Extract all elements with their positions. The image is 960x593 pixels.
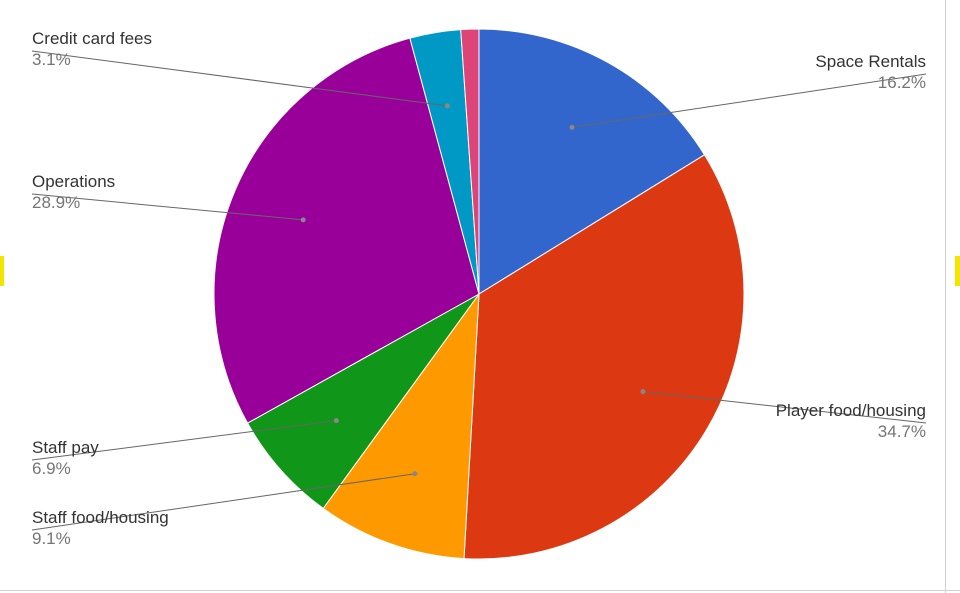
leader-dot [569, 124, 575, 130]
slice-percent-label: 28.9% [32, 193, 80, 212]
pie-slice-space-rentals [478, 28, 706, 295]
pie-slice-staff-food-housing [322, 292, 480, 560]
slice-percent-label: 16.2% [878, 73, 926, 92]
slice-percent-label: 6.9% [32, 459, 71, 478]
slice-percent-label: 9.1% [32, 529, 71, 548]
slice-label: Credit card fees [32, 29, 152, 48]
leader-line [571, 73, 927, 128]
sheet-selection-marker [955, 256, 960, 286]
pie-slice-staff-pay [246, 293, 480, 510]
sheet-grid-line [945, 0, 946, 593]
slice-percent-label: 34.7% [878, 422, 926, 441]
slice-label: Space Rentals [815, 52, 926, 71]
pie-slice-player-food-housing [463, 154, 745, 560]
leader-line [642, 391, 927, 424]
slice-label: Operations [32, 172, 115, 191]
pie-slice-operations [213, 37, 480, 424]
leader-dot [300, 217, 306, 223]
leader-line [31, 420, 337, 461]
slice-label: Staff pay [32, 438, 99, 457]
sheet-selection-marker [0, 256, 4, 286]
pie-slices [213, 28, 745, 560]
slice-percent-label: 3.1% [32, 50, 71, 69]
pie-slice-unlabeled [460, 28, 480, 295]
slice-labels: Space Rentals 16.2% Player food/housing 34.… [31, 29, 927, 548]
leader-dot [640, 389, 646, 395]
leader-dot [412, 471, 418, 477]
leader-line [31, 193, 304, 221]
leader-dot [444, 103, 450, 109]
slice-label: Player food/housing [776, 401, 926, 420]
sheet-grid-line [0, 590, 960, 591]
slice-label: Staff food/housing [32, 508, 169, 527]
leader-line [31, 473, 416, 531]
leader-dot [333, 418, 339, 424]
leader-line [31, 50, 448, 107]
